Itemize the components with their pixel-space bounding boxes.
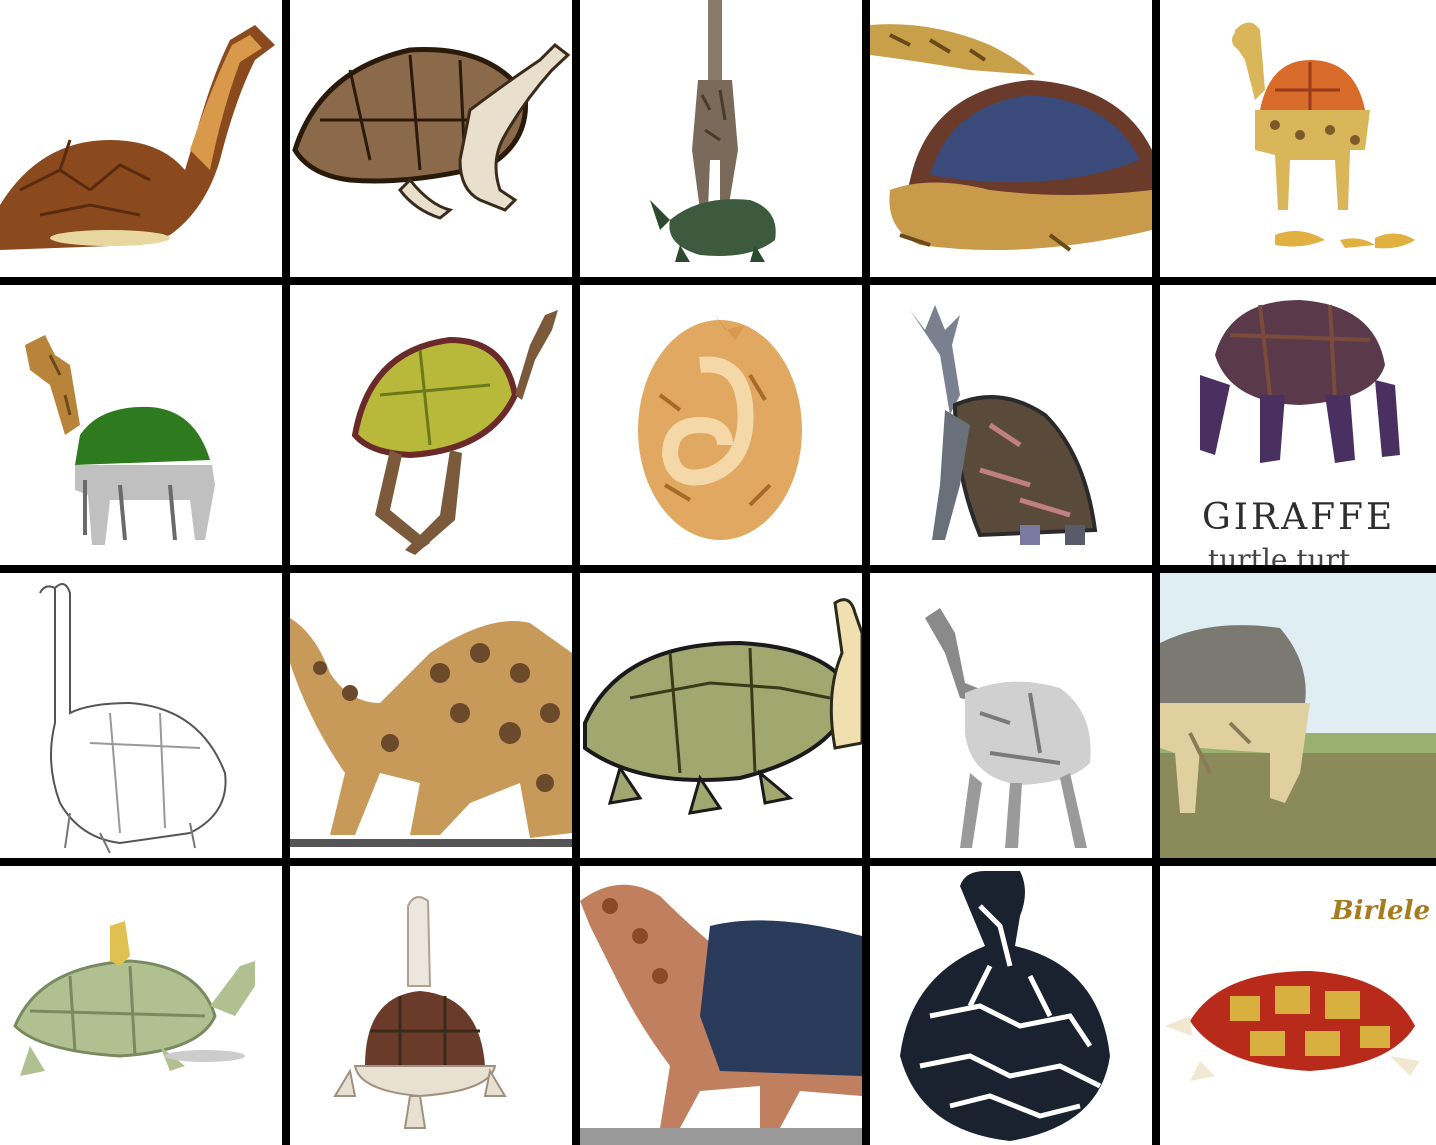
turtle-giraffe-rider [13,921,255,1076]
tile-2-5: GIRAFFE turtle turt [1160,285,1436,565]
tile-1-3 [580,0,862,277]
giraffe-pattern-turtle [290,618,572,847]
tile-4-2 [290,866,572,1145]
tile-2-4 [870,285,1152,565]
tile-1-1 [0,0,282,277]
tile-3-3 [580,573,862,858]
turtle-yellow-shell-legs [351,310,558,555]
tile-2-3 [580,285,862,565]
tile-4-1 [0,866,282,1145]
turtle-black-white-pattern [900,871,1110,1141]
giraffe-orange-shell [1232,22,1415,249]
tile-2-1 [0,285,282,565]
turtle-green-cartoon [583,598,862,815]
tile-4-4 [870,866,1152,1145]
tile-3-1 [0,573,282,858]
turtle-white-neck [333,896,507,1129]
tile-1-2 [290,0,572,277]
tile-1-4 [870,0,1152,277]
giraffe-green-shell [25,335,215,545]
tile-1-5 [1160,0,1436,277]
giraffe-blue-shell [580,884,862,1145]
giraffe-on-turtle [650,0,776,262]
giraffe-turtle-brown [0,25,275,250]
turtle-purple [1200,300,1400,463]
turtle-landscape [1160,573,1436,858]
turtle-blue-shell [870,24,1152,252]
turtle-curled-giraffe-pattern [638,315,802,540]
tile-4-5: Birlele [1160,866,1436,1145]
turtle-red-yellow-shell [1165,971,1420,1081]
tile-3-2 [290,573,572,858]
tile-3-5 [1160,573,1436,858]
tile-3-4 [870,573,1152,858]
tile-2-2 [290,285,572,565]
turtle-long-neck-sketch [292,43,571,220]
giraffe-turtle-grayscale [925,608,1091,848]
giraffe-turtle-gray [910,305,1098,545]
turtle-giraffe-pencil-sketch [39,583,227,854]
tile-4-3 [580,866,862,1145]
